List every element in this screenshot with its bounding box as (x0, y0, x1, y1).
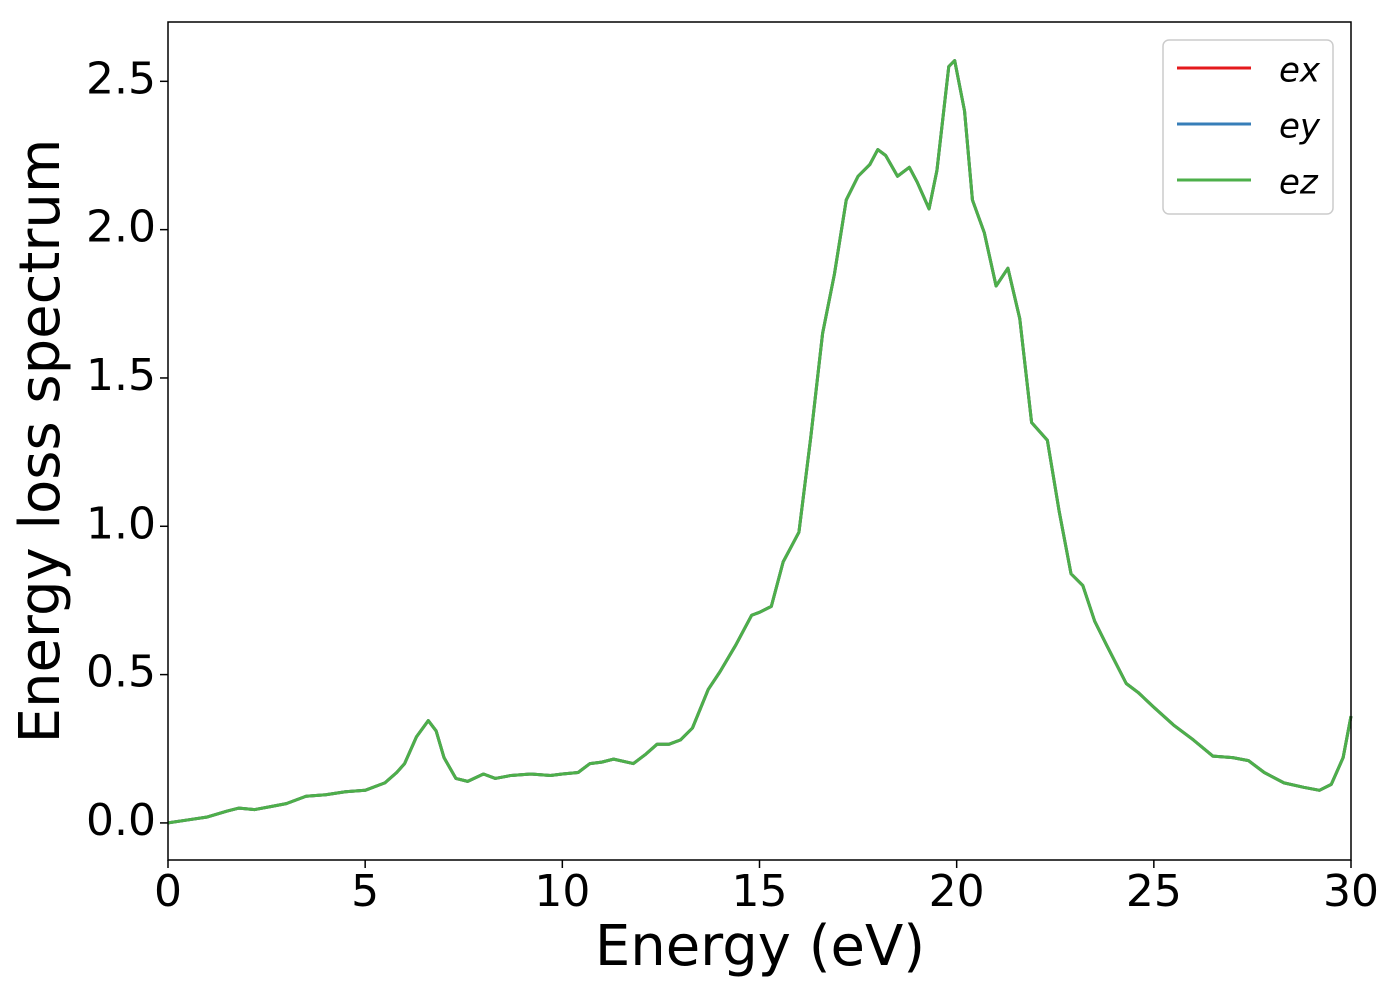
y-tick-label: 0.5 (86, 647, 156, 698)
legend-label: ex (1279, 51, 1321, 91)
y-tick-label: 2.5 (86, 53, 156, 104)
legend-label: ez (1279, 163, 1319, 203)
x-tick-label: 25 (1126, 866, 1182, 917)
legend-box (1162, 39, 1334, 215)
x-tick-label: 30 (1323, 866, 1379, 917)
x-tick-label: 10 (534, 866, 590, 917)
y-tick-label: 1.0 (86, 498, 156, 549)
y-tick-label: 2.0 (86, 202, 156, 253)
legend-label: ey (1279, 107, 1321, 147)
x-tick-label: 0 (154, 866, 182, 917)
x-tick-label: 15 (732, 866, 788, 917)
x-tick-label: 5 (351, 866, 379, 917)
x-axis-label: Energy (eV) (595, 914, 925, 979)
plot-frame (167, 21, 1352, 861)
y-axis-label: Energy loss spectrum (8, 139, 73, 744)
x-tick-label: 20 (929, 866, 985, 917)
series-line (167, 59, 1353, 825)
y-tick-label: 0.0 (86, 795, 156, 846)
y-tick-label: 1.5 (86, 350, 156, 401)
